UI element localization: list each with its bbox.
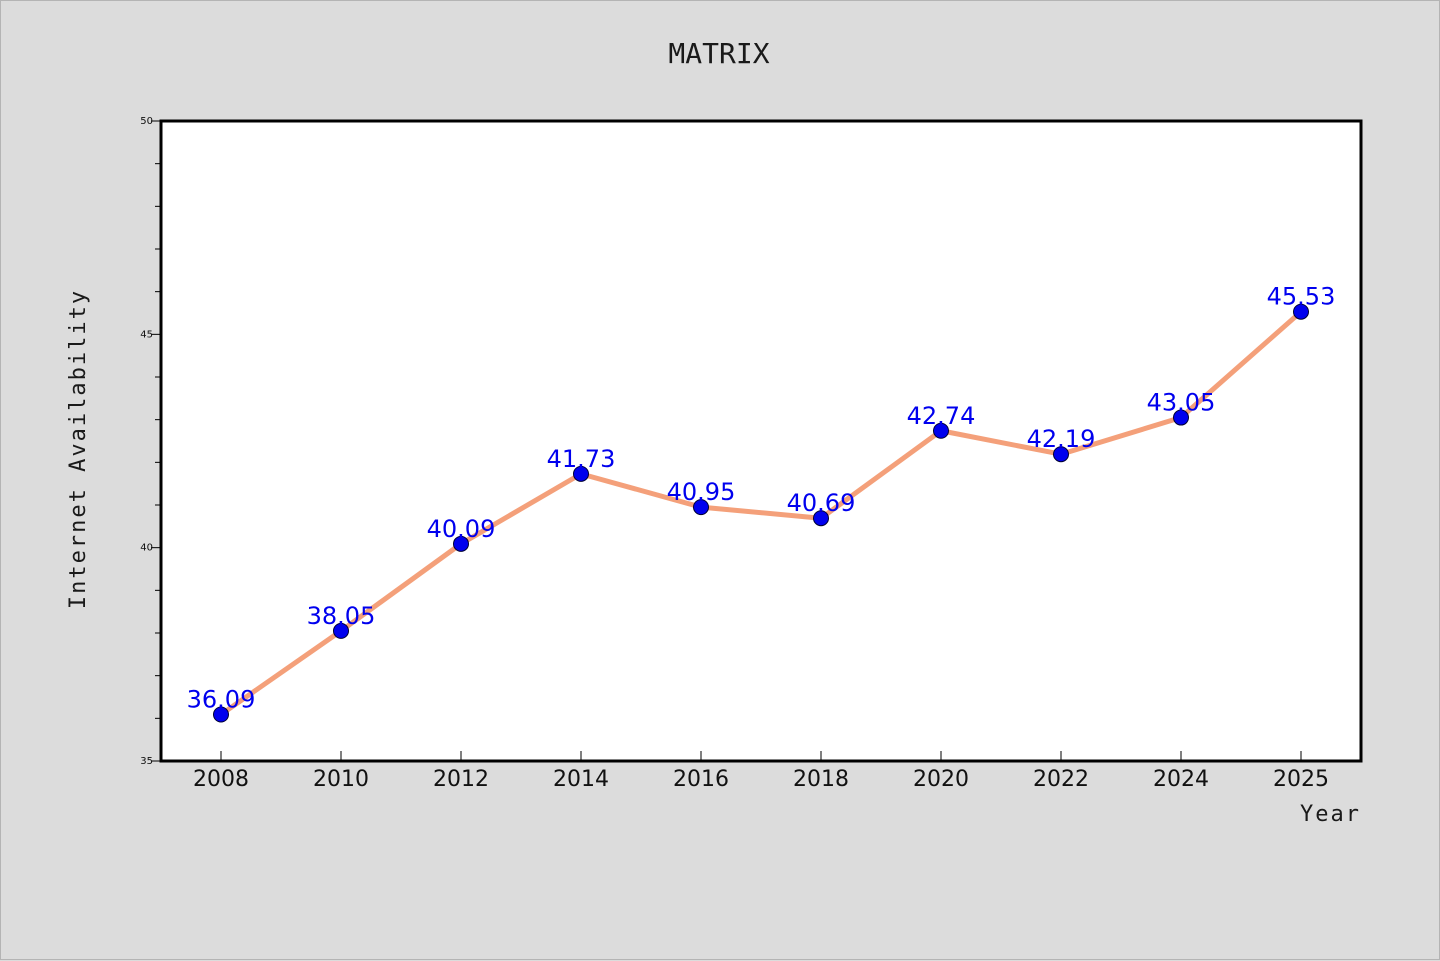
x-tick-label: 2014 <box>553 767 609 792</box>
y-axis-ticks: 35 40 45 50 <box>140 116 161 767</box>
x-tick-label: 2025 <box>1273 767 1329 792</box>
x-tick-label: 2024 <box>1153 767 1209 792</box>
x-tick-label: 2016 <box>673 767 729 792</box>
y-tick-label: 50 <box>140 116 153 127</box>
data-point <box>813 510 829 527</box>
data-point <box>1173 409 1189 426</box>
data-point <box>933 422 949 439</box>
plot-area <box>159 119 1363 763</box>
data-label: 40.69 <box>787 489 856 517</box>
x-tick-label: 2008 <box>193 767 249 792</box>
data-label: 38.05 <box>307 602 376 630</box>
data-point <box>1053 446 1069 463</box>
x-axis-ticks: 2008 2010 2012 2014 2016 2018 2020 2022 2024 2025 <box>193 751 1329 792</box>
data-label: 42.74 <box>907 402 976 430</box>
y-tick-label: 40 <box>140 543 153 554</box>
y-tick-label: 45 <box>140 329 153 340</box>
x-axis-label: Year <box>1300 802 1361 827</box>
data-label: 36.09 <box>187 685 256 713</box>
data-point <box>693 499 709 516</box>
y-axis-label: Internet Availability <box>66 289 91 609</box>
chart-title: MATRIX <box>668 37 769 70</box>
data-label: 45.53 <box>1267 283 1336 311</box>
data-point <box>453 535 469 552</box>
x-tick-label: 2012 <box>433 767 489 792</box>
x-tick-label: 2020 <box>913 767 969 792</box>
data-label: 40.95 <box>667 478 736 506</box>
data-label: 40.09 <box>427 515 496 543</box>
x-tick-label: 2018 <box>793 767 849 792</box>
series-line <box>218 309 1304 717</box>
data-label: 43.05 <box>1147 389 1216 417</box>
data-label: 41.73 <box>547 445 616 473</box>
data-label: 42.19 <box>1027 425 1096 453</box>
data-point <box>333 622 349 639</box>
y-tick-label: 35 <box>140 756 153 767</box>
data-point <box>573 465 589 482</box>
series-markers <box>213 303 1309 723</box>
x-tick-label: 2022 <box>1033 767 1089 792</box>
x-tick-label: 2010 <box>313 767 369 792</box>
data-point <box>213 706 229 723</box>
data-point <box>1293 303 1309 320</box>
data-labels: 36.09 38.05 40.09 41.73 40.95 40.69 42.74 42.19… <box>187 283 1336 714</box>
